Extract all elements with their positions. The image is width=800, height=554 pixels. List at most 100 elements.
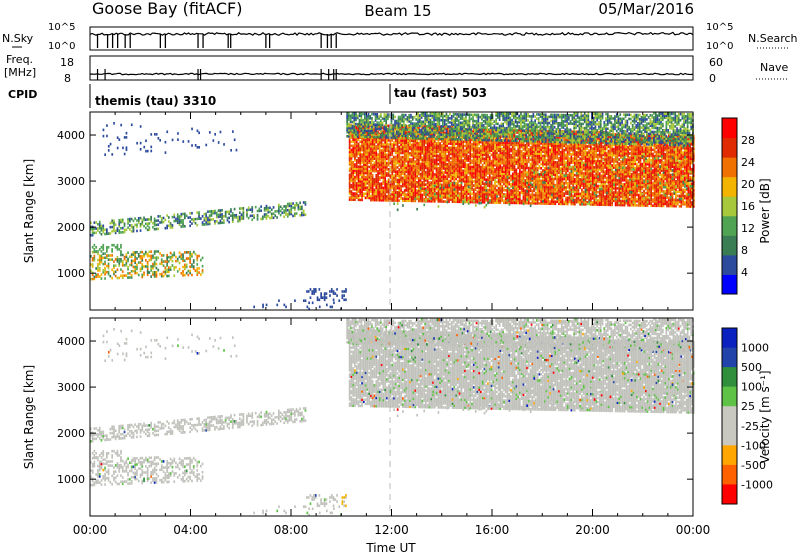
range-gate-cell	[448, 148, 450, 152]
range-gate-cell	[407, 141, 409, 145]
range-gate-cell	[343, 294, 345, 297]
range-gate-cell	[396, 195, 399, 198]
range-gate-cell	[540, 179, 542, 182]
range-gate-cell	[371, 198, 374, 202]
range-gate-cell	[377, 157, 379, 161]
range-gate-cell	[441, 189, 443, 193]
range-gate-cell	[419, 189, 422, 192]
range-gate-cell	[384, 194, 386, 198]
range-gate-cell	[109, 254, 112, 257]
range-gate-cell	[453, 179, 456, 183]
range-gate-cell	[178, 255, 181, 259]
range-gate-cell	[352, 140, 354, 143]
range-gate-cell	[396, 197, 399, 200]
range-gate-cell	[446, 158, 448, 162]
range-gate-cell	[432, 168, 434, 172]
range-gate-cell	[464, 169, 466, 173]
range-gate-cell	[113, 272, 115, 276]
range-gate-cell	[453, 198, 456, 201]
range-gate-cell	[384, 178, 386, 181]
range-gate-cell	[127, 251, 129, 254]
range-gate-cell	[442, 148, 445, 151]
range-gate-cell	[448, 169, 450, 172]
range-gate-cell	[93, 256, 96, 260]
range-gate-cell	[378, 192, 381, 196]
range-gate-cell	[527, 148, 530, 151]
range-gate-cell	[377, 196, 379, 200]
range-gate-cell	[421, 158, 424, 161]
range-gate-cell	[472, 184, 475, 187]
range-gate-cell	[515, 149, 518, 153]
range-gate-cell	[233, 216, 236, 219]
range-gate-cell	[435, 198, 438, 201]
range-gate-cell	[391, 184, 394, 188]
range-gate-cell	[412, 172, 415, 176]
range-gate-cell	[430, 160, 433, 164]
range-gate-cell	[469, 182, 472, 185]
range-gate-cell	[106, 254, 108, 257]
range-gate-cell	[371, 188, 374, 191]
range-gate-cell	[348, 169, 351, 172]
range-gate-cell	[377, 182, 379, 185]
range-gate-cell	[451, 167, 454, 170]
range-gate-cell	[446, 189, 448, 193]
range-gate-cell	[363, 188, 365, 191]
range-gate-cell	[426, 193, 429, 197]
range-gate-cell	[457, 196, 459, 199]
range-gate-cell	[410, 178, 413, 182]
range-gate-cell	[465, 140, 468, 144]
range-gate-cell	[394, 197, 397, 200]
range-gate-cell	[414, 129, 417, 132]
range-gate-cell	[426, 144, 429, 147]
range-gate-cell	[419, 172, 422, 176]
range-gate-cell	[554, 161, 557, 164]
range-gate-cell	[398, 180, 401, 184]
range-gate-cell	[178, 221, 181, 224]
range-gate-cell	[471, 161, 473, 164]
range-gate-cell	[116, 229, 119, 232]
range-gate-cell	[437, 173, 440, 176]
range-gate-cell	[416, 135, 418, 139]
range-gate-cell	[531, 189, 534, 193]
range-gate-cell	[377, 172, 379, 175]
range-gate-cell	[387, 199, 390, 202]
range-gate-cell	[309, 296, 312, 299]
range-gate-cell	[430, 158, 433, 162]
range-gate-cell	[428, 137, 431, 141]
range-gate-cell	[464, 182, 466, 185]
range-gate-cell	[91, 250, 94, 254]
range-gate-cell	[469, 184, 472, 187]
range-gate-cell	[359, 153, 362, 156]
range-gate-cell	[418, 150, 420, 153]
range-gate-cell	[155, 219, 158, 222]
range-gate-cell	[130, 217, 133, 221]
range-gate-cell	[355, 171, 358, 175]
range-gate-cell	[398, 160, 401, 163]
range-gate-cell	[421, 168, 424, 172]
range-gate-cell	[90, 234, 92, 237]
range-gate-cell	[219, 130, 222, 134]
range-gate-cell	[428, 164, 431, 168]
range-gate-cell	[410, 143, 413, 147]
range-gate-cell	[274, 214, 277, 217]
range-gate-cell	[294, 204, 296, 207]
range-gate-cell	[223, 219, 225, 222]
range-gate-cell	[182, 259, 184, 263]
range-gate-cell	[457, 165, 459, 168]
range-gate-cell	[184, 212, 186, 216]
range-gate-cell	[446, 150, 448, 154]
range-gate-cell	[421, 139, 424, 143]
range-gate-cell	[350, 165, 353, 168]
range-gate-cell	[398, 149, 401, 153]
range-gate-cell	[123, 255, 126, 259]
range-gate-cell	[178, 223, 181, 226]
range-gate-cell	[391, 197, 394, 200]
range-gate-cell	[451, 181, 454, 185]
range-gate-cell	[418, 152, 420, 155]
range-gate-cell	[503, 186, 505, 190]
range-gate-cell	[396, 157, 399, 161]
range-gate-cell	[414, 152, 417, 155]
range-gate-cell	[171, 215, 174, 219]
range-gate-cell	[226, 218, 229, 222]
range-gate-cell	[400, 172, 402, 175]
